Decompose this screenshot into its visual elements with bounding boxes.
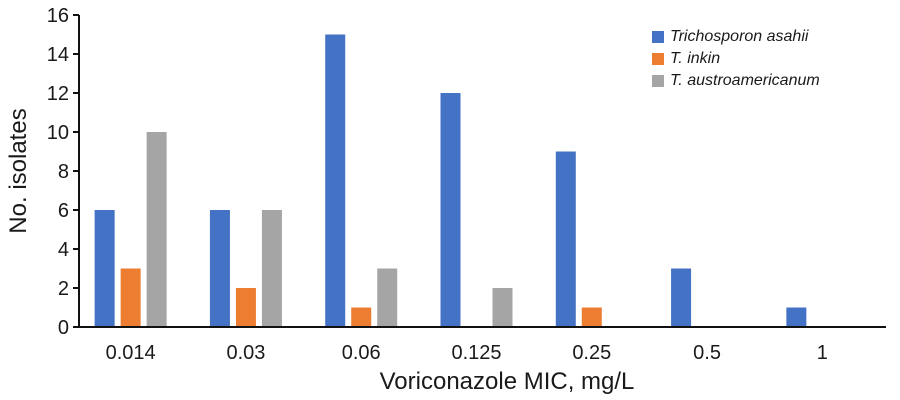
y-tick-label: 6 [58, 200, 69, 222]
bar [377, 268, 398, 327]
y-axis-ticks: 0 2 4 6 8 10 12 14 16 [47, 5, 79, 339]
y-tick-label: 10 [47, 122, 69, 144]
bar [94, 210, 115, 327]
x-axis-tick-labels: 0.014 0.03 0.06 0.125 0.25 0.5 1 [106, 342, 828, 364]
bar [261, 210, 282, 327]
bar [209, 210, 230, 327]
bar [325, 34, 346, 327]
bar [440, 93, 461, 327]
x-axis-title: Voriconazole MIC, mg/L [380, 368, 635, 395]
y-tick-label: 0 [58, 317, 69, 339]
y-tick-label: 16 [47, 5, 69, 27]
legend-swatch-asahii [652, 31, 664, 43]
x-tick-label: 0.014 [106, 342, 156, 364]
bar [351, 307, 372, 327]
y-tick-label: 2 [58, 278, 69, 300]
bar [671, 268, 692, 327]
bar [235, 288, 256, 327]
legend-label: T. inkin [670, 50, 721, 67]
bar [492, 288, 513, 327]
bars [94, 34, 807, 327]
x-tick-label: 0.03 [226, 342, 265, 364]
bar [581, 307, 602, 327]
legend-label: T. austroamericanum [670, 72, 820, 89]
bar [786, 307, 807, 327]
x-tick-label: 1 [817, 342, 828, 364]
legend-item-asahii: Trichosporon asahii [652, 26, 820, 48]
x-tick-label: 0.06 [342, 342, 381, 364]
legend-swatch-austroamericanum [652, 75, 664, 87]
x-tick-label: 0.5 [693, 342, 721, 364]
legend: Trichosporon asahii T. inkin T. austroam… [652, 26, 820, 92]
legend-item-inkin: T. inkin [652, 48, 820, 70]
bar [146, 132, 167, 327]
bar [120, 268, 141, 327]
y-axis-title: No. isolates [5, 108, 32, 233]
x-tick-label: 0.125 [451, 342, 501, 364]
y-tick-label: 8 [58, 161, 69, 183]
y-tick-label: 4 [58, 239, 69, 261]
legend-label: Trichosporon asahii [670, 28, 809, 45]
y-tick-label: 14 [47, 44, 69, 66]
bar [555, 151, 576, 327]
y-tick-label: 12 [47, 83, 69, 105]
x-tick-label: 0.25 [572, 342, 611, 364]
legend-item-austroamericanum: T. austroamericanum [652, 70, 820, 92]
legend-swatch-inkin [652, 53, 664, 65]
